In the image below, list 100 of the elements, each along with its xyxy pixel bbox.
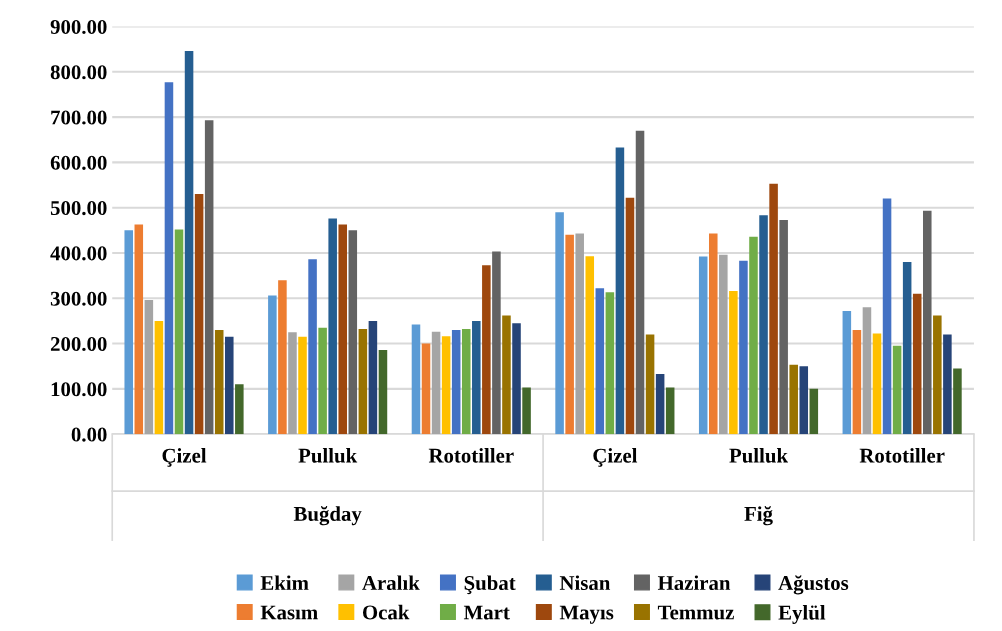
bar [124, 230, 134, 435]
y-tick-label: 800.00 [50, 65, 107, 80]
bar [512, 323, 521, 435]
bar [872, 333, 882, 435]
bar [655, 373, 665, 435]
bar [184, 50, 194, 435]
y-tick-label: 500.00 [50, 201, 107, 216]
bar [194, 194, 204, 435]
legend-label: Kasım [260, 605, 318, 620]
bar [225, 336, 234, 435]
bar [421, 343, 431, 435]
bar [502, 315, 511, 435]
bar [308, 259, 317, 435]
x-tick-label: Rototiller [428, 448, 514, 463]
bar [461, 329, 471, 435]
bar [709, 233, 718, 435]
bar [482, 265, 491, 435]
bar [318, 327, 327, 435]
bar [759, 215, 768, 435]
bar [522, 387, 531, 435]
bar [204, 120, 214, 435]
y-tick-label: 300.00 [50, 291, 107, 306]
bar [912, 293, 922, 435]
legend-label: Ağustos [778, 575, 849, 595]
bar [472, 320, 481, 435]
bar [278, 280, 287, 435]
bar [144, 300, 154, 435]
legend-label: Nisan [559, 575, 611, 591]
bar [348, 230, 358, 435]
legend-label: Mart [463, 605, 510, 620]
legend-label: Haziran [657, 575, 731, 591]
legend-label: Aralık [362, 575, 420, 591]
bar [635, 130, 645, 435]
y-tick-label: 900.00 [50, 19, 107, 35]
bar [779, 219, 788, 435]
y-tick-label: 0.00 [71, 427, 107, 442]
bar [441, 336, 451, 435]
bar [358, 329, 368, 435]
bar [431, 331, 441, 435]
y-tick-label: 600.00 [50, 155, 107, 170]
bar [739, 260, 748, 435]
bar [268, 295, 277, 435]
bar [174, 229, 184, 435]
bar [338, 224, 348, 435]
bar [892, 345, 902, 435]
legend-label: Mayıs [559, 605, 614, 624]
bar [555, 212, 564, 435]
bar [328, 218, 337, 435]
bar [953, 368, 962, 435]
bar [749, 236, 758, 435]
bar [164, 82, 174, 435]
bar [645, 334, 655, 435]
bar [809, 388, 819, 435]
text: Buğday [293, 506, 362, 526]
bar [922, 210, 932, 435]
y-tick-label: 400.00 [50, 246, 107, 261]
y-tick-label: 700.00 [51, 110, 107, 125]
bar [625, 197, 635, 435]
bar [585, 256, 595, 435]
legend-label: Şubat [464, 575, 516, 595]
x-tick-label: Çizel [162, 448, 207, 467]
bar [615, 147, 625, 435]
legend-label: Eylül [778, 604, 826, 624]
legend-label: Temmuz [657, 605, 734, 620]
bar [862, 307, 872, 435]
bar [575, 233, 584, 435]
bar [288, 332, 297, 435]
bar [411, 324, 421, 435]
bar [729, 291, 738, 435]
bar [214, 329, 224, 435]
bar [769, 183, 778, 435]
x-tick-label: Çizel [593, 448, 638, 467]
bar [719, 254, 728, 435]
x-tick-label: Pulluk [729, 448, 789, 463]
bar [933, 315, 942, 435]
bar [799, 366, 809, 435]
y-tick-label: 100.00 [51, 382, 107, 397]
bar [595, 288, 605, 435]
bar [902, 262, 912, 435]
x-tick-label: Pulluk [298, 448, 358, 463]
y-tick-label: 200.00 [50, 336, 107, 352]
bar [134, 224, 144, 435]
x-tick-label: Rototiller [859, 448, 945, 463]
text: Fiğ [744, 506, 773, 526]
bar [789, 364, 798, 435]
bar [154, 320, 164, 435]
bar [852, 329, 862, 435]
bar [235, 384, 244, 435]
bar [943, 334, 952, 435]
bar [492, 251, 501, 435]
legend-label: Ekim [260, 575, 309, 590]
bar [698, 256, 708, 435]
bar [605, 292, 615, 435]
bar [665, 387, 675, 435]
bar [368, 320, 378, 435]
bar [451, 329, 461, 435]
bar [882, 198, 892, 435]
bar [378, 349, 388, 435]
bar [842, 310, 852, 435]
legend-label: Ocak [362, 604, 410, 620]
